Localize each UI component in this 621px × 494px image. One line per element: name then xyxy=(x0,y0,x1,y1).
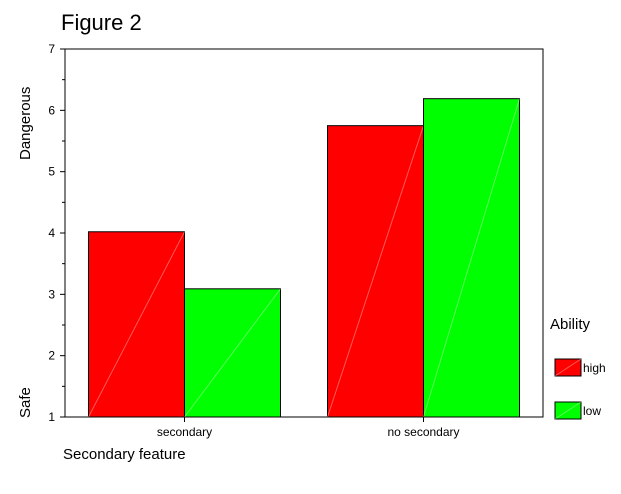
x-axis-label: Secondary feature xyxy=(63,446,186,463)
y-tick-label: 1 xyxy=(48,410,55,424)
x-tick-label: secondary xyxy=(157,425,212,439)
y-axis-label-safe: Safe xyxy=(17,387,34,418)
legend: high low xyxy=(555,359,606,419)
y-tick-label: 5 xyxy=(48,165,55,179)
y-tick-label: 4 xyxy=(48,226,55,240)
x-axis-tick-labels: secondary no secondary xyxy=(157,417,460,439)
y-tick-label: 6 xyxy=(48,103,55,117)
y-axis-label-dangerous: Dangerous xyxy=(17,87,34,160)
legend-label-high: high xyxy=(583,361,606,375)
y-axis-ticks: 1 2 3 4 5 6 7 xyxy=(48,42,65,424)
legend-label-low: low xyxy=(583,404,601,418)
bars xyxy=(89,99,520,417)
chart-title: Figure 2 xyxy=(61,10,142,35)
x-tick-label: no secondary xyxy=(387,425,459,439)
y-tick-label: 3 xyxy=(48,287,55,301)
y-tick-label: 7 xyxy=(48,42,55,56)
legend-title: Ability xyxy=(550,316,591,333)
y-tick-label: 2 xyxy=(48,349,55,363)
